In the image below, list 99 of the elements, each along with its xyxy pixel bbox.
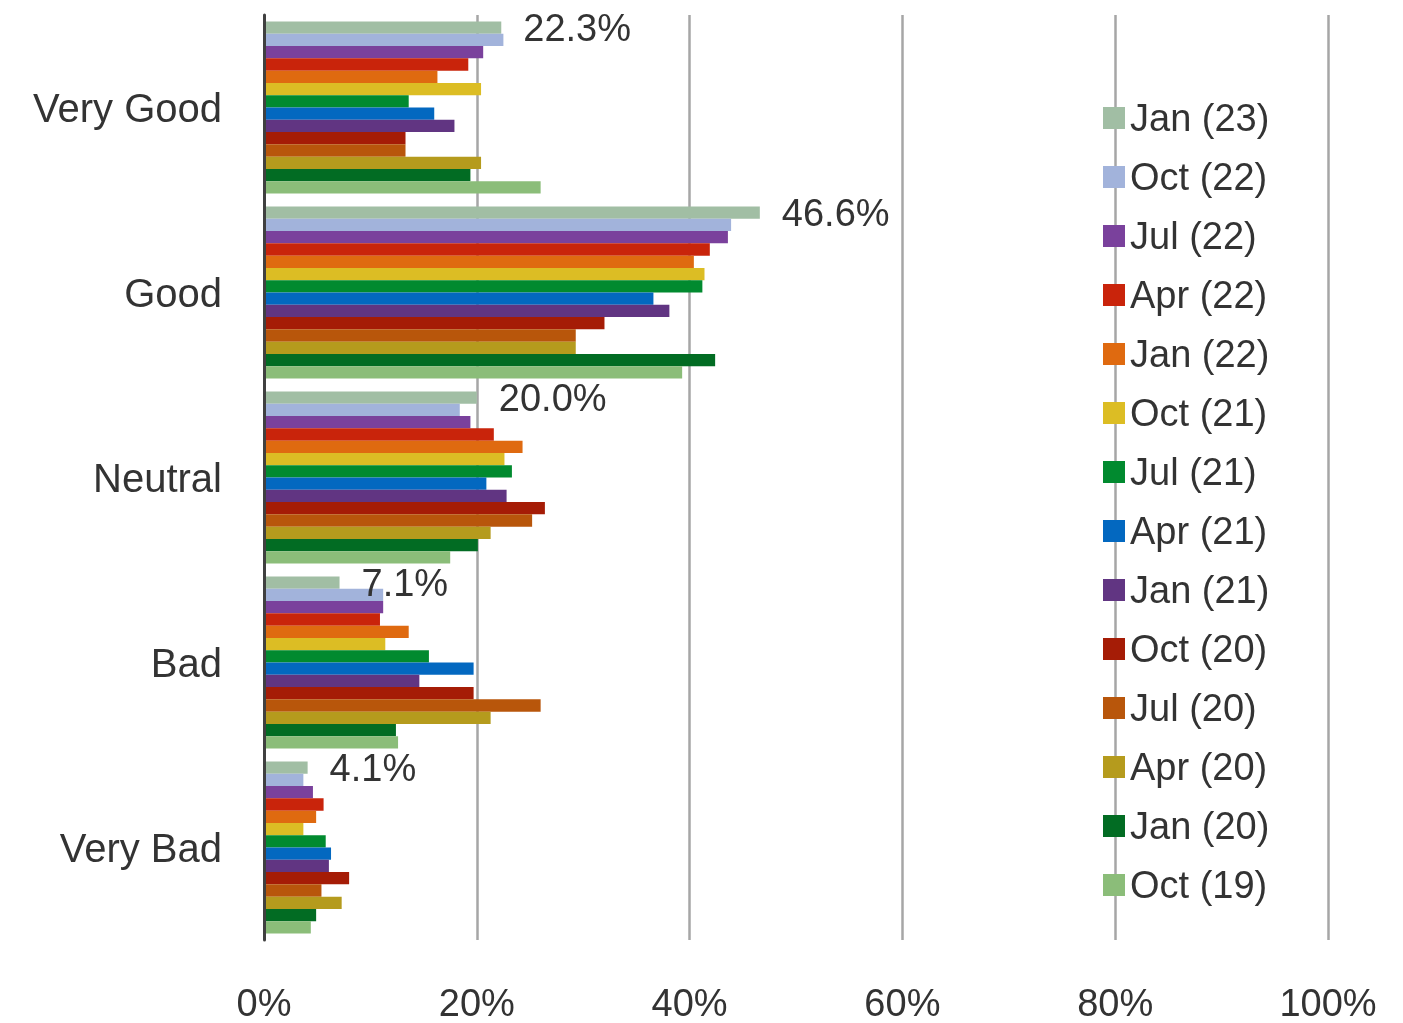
bar: [264, 723, 396, 737]
bar: [264, 452, 505, 466]
bar: [264, 144, 406, 157]
bar: [264, 119, 455, 133]
bar: [264, 82, 482, 96]
data-label: 20.0%: [498, 376, 607, 419]
data-label: 7.1%: [361, 561, 449, 604]
bar: [264, 601, 384, 614]
data-label: 22.3%: [523, 6, 632, 49]
bar: [264, 687, 474, 700]
legend-label: Jul (22): [1130, 215, 1257, 257]
bar: [264, 908, 317, 922]
bar: [264, 181, 541, 194]
bar: [264, 46, 484, 59]
bar: [264, 218, 732, 232]
bar: [264, 835, 326, 848]
bar: [264, 921, 311, 934]
bar: [264, 231, 728, 244]
y-tick-label: Very Bad: [59, 825, 222, 870]
bar: [264, 637, 386, 651]
legend-label: Apr (21): [1130, 510, 1268, 552]
bar: [264, 317, 605, 330]
bar: [264, 168, 471, 182]
legend-label: Apr (20): [1130, 746, 1268, 788]
legend-label: Jan (23): [1130, 97, 1270, 139]
bar: [264, 699, 541, 712]
bar: [264, 70, 438, 83]
bar: [264, 21, 502, 34]
bar: [264, 329, 576, 342]
bar: [264, 243, 710, 256]
bar: [264, 391, 477, 404]
bar: [264, 551, 451, 564]
legend-label: Oct (22): [1130, 156, 1268, 198]
bar: [264, 428, 494, 441]
y-tick-label: Very Good: [32, 85, 222, 130]
bar: [264, 366, 683, 379]
legend-label: Apr (22): [1130, 274, 1268, 316]
bar: [264, 625, 409, 638]
bar: [264, 872, 350, 885]
bar: [264, 502, 545, 515]
bar: [264, 538, 478, 552]
legend-label: Jan (22): [1130, 333, 1270, 375]
legend-label: Jan (21): [1130, 569, 1270, 611]
bar: [264, 267, 705, 281]
y-tick-label: Bad: [150, 640, 222, 685]
legend-label: Jan (20): [1130, 805, 1270, 847]
x-tick-label: 60%: [864, 982, 941, 1023]
bar: [264, 884, 322, 897]
bar: [264, 674, 420, 688]
bar: [264, 255, 694, 268]
legend-label: Oct (20): [1130, 628, 1268, 670]
bar: [264, 477, 487, 490]
legend-label: Jul (20): [1130, 687, 1257, 729]
bar: [264, 416, 471, 429]
legend-label: Oct (21): [1130, 392, 1268, 434]
bar: [264, 662, 474, 675]
bar: [264, 786, 313, 799]
bar: [264, 95, 409, 108]
bar: [264, 847, 332, 860]
data-label: 4.1%: [329, 746, 417, 789]
data-label: 46.6%: [781, 191, 890, 234]
bar: [264, 465, 512, 478]
x-tick-label: 40%: [651, 982, 728, 1023]
legend-label: Jul (21): [1130, 451, 1257, 493]
y-tick-label: Neutral: [93, 455, 222, 500]
bar: [264, 156, 482, 169]
bar: [264, 526, 491, 539]
x-tick-label: 0%: [236, 982, 292, 1023]
x-tick-label: 100%: [1279, 982, 1377, 1023]
bar: [264, 403, 460, 417]
bar: [264, 107, 435, 120]
bar: [264, 341, 576, 354]
bar: [264, 353, 716, 367]
bar: [264, 440, 523, 453]
legend-label: Oct (19): [1130, 864, 1268, 906]
bar: [264, 576, 340, 589]
bar: [264, 613, 380, 626]
bar: [264, 810, 317, 823]
bar: [264, 132, 406, 145]
bar: [264, 859, 329, 873]
x-tick-label: 80%: [1077, 982, 1154, 1023]
bar: [264, 896, 342, 909]
bar: [264, 650, 429, 663]
bar: [264, 292, 654, 305]
bar: [264, 58, 469, 71]
y-tick-label: Good: [124, 270, 222, 315]
bar: [264, 761, 308, 774]
bar: [264, 33, 504, 47]
bar: [264, 798, 324, 811]
bar: [264, 304, 670, 318]
bar: [264, 736, 399, 749]
bar: [264, 822, 304, 836]
bar: [264, 773, 304, 787]
bar: [264, 711, 491, 724]
bar: [264, 280, 703, 293]
x-tick-label: 20%: [438, 982, 515, 1023]
bar: [264, 489, 507, 503]
bar: [264, 514, 533, 527]
bar: [264, 206, 760, 219]
